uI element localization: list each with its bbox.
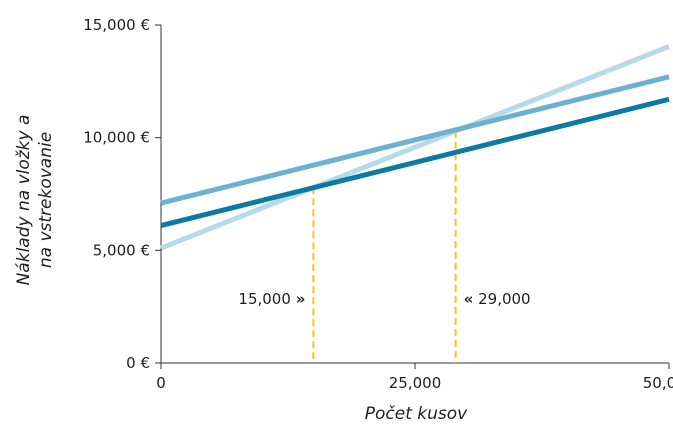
y-axis-title: Náklady na vložky a na vstrekovanie (14, 115, 56, 286)
y-tick-label: 0 € (126, 354, 150, 372)
annotation-arrow: » (296, 290, 306, 308)
series-line-2 (160, 74, 670, 206)
series-line-3 (160, 96, 670, 228)
y-tick-label: 10,000 € (83, 129, 150, 147)
x-tick-label: 0 (156, 374, 166, 392)
x-axis-title: Počet kusov (365, 404, 468, 424)
x-tick-label: 50,000 (643, 374, 673, 392)
y-axis-title-line: na vstrekovanie (36, 132, 56, 268)
annotation-label: « 29,000 (464, 290, 531, 308)
series-line-1 (160, 44, 670, 251)
y-tick-label: 5,000 € (93, 241, 150, 259)
annotation-value: 29,000 (478, 290, 531, 308)
annotation-label: 15,000 » (238, 290, 305, 308)
annotation-arrow: « (464, 290, 474, 308)
y-axis-title-line: Náklady na vložky a (14, 115, 34, 286)
y-tick-label: 15,000 € (83, 16, 150, 34)
annotation-value: 15,000 (238, 290, 291, 308)
x-tick-label: 25,000 (389, 374, 442, 392)
